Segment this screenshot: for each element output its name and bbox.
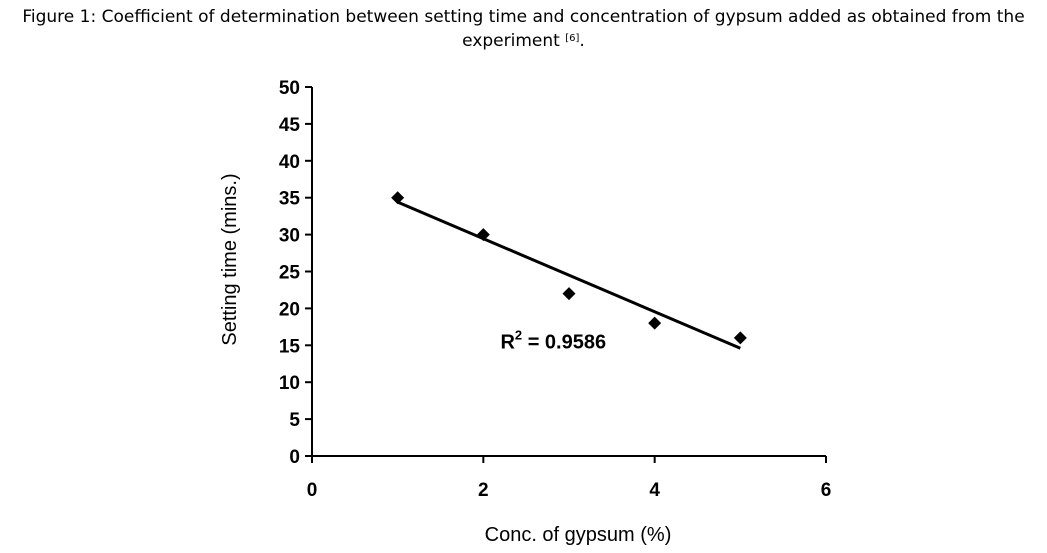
y-axis-title: Setting time (mins.)	[219, 173, 241, 345]
data-point	[476, 228, 490, 242]
x-tick-label: 0	[307, 480, 318, 501]
y-tick-label: 40	[279, 152, 300, 173]
y-tick-label: 0	[289, 447, 300, 468]
x-tick-label: 6	[821, 480, 832, 501]
data-point	[733, 331, 747, 345]
data-point	[562, 287, 576, 301]
y-tick-label: 10	[279, 373, 300, 394]
y-tick-label: 20	[279, 299, 300, 320]
y-tick-label: 35	[279, 189, 301, 210]
data-point	[648, 316, 662, 330]
r-squared-sup: 2	[515, 328, 522, 343]
trendline-group	[397, 200, 741, 350]
r-squared-base: R	[500, 332, 515, 354]
figure-caption: Figure 1: Coefficient of determination b…	[0, 6, 1047, 52]
trendline	[397, 200, 741, 350]
data-point	[391, 191, 405, 205]
y-tick-label: 50	[279, 78, 300, 99]
caption-text: Figure 1: Coefficient of determination b…	[22, 7, 1025, 51]
caption-citation: [6]	[565, 33, 580, 44]
r-squared-value: = 0.9586	[522, 332, 606, 354]
caption-end: .	[579, 31, 585, 51]
y-tick-label: 25	[279, 263, 301, 284]
x-axis-title: Conc. of gypsum (%)	[485, 524, 672, 546]
x-tick-label: 4	[649, 480, 660, 501]
r-squared-annotation: R2 = 0.9586	[500, 328, 606, 354]
chart-axes: 0 5 10 15 20 25 30 35 40 45 50 0 2 4 6	[279, 78, 831, 501]
y-tick-label: 30	[279, 226, 300, 247]
y-tick-label: 15	[279, 336, 301, 357]
x-tick-label: 2	[478, 480, 489, 501]
y-tick-label: 5	[289, 410, 300, 431]
data-points	[391, 191, 747, 345]
y-tick-label: 45	[279, 115, 301, 136]
